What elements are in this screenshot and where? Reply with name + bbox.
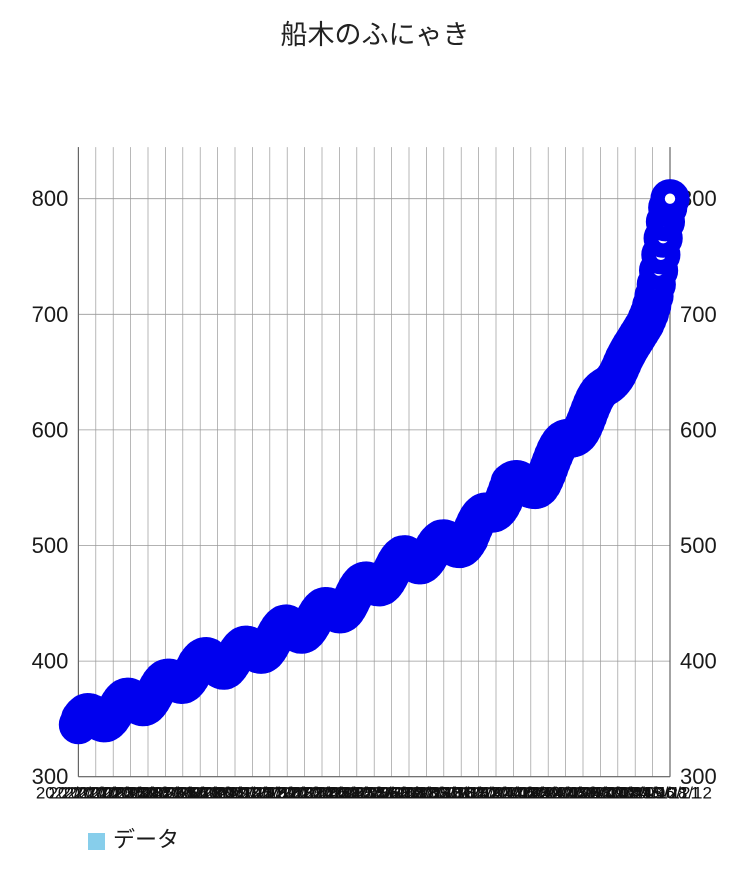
svg-text:500: 500 xyxy=(32,533,69,558)
svg-text:データ: データ xyxy=(113,827,179,852)
svg-text:600: 600 xyxy=(32,417,69,442)
svg-text:400: 400 xyxy=(680,649,717,674)
svg-text:700: 700 xyxy=(680,302,717,327)
svg-text:600: 600 xyxy=(680,417,717,442)
svg-text:800: 800 xyxy=(32,186,69,211)
svg-text:700: 700 xyxy=(32,302,69,327)
svg-text:2024/11/12: 2024/11/12 xyxy=(628,784,712,803)
svg-text:400: 400 xyxy=(32,649,69,674)
svg-text:500: 500 xyxy=(680,533,717,558)
